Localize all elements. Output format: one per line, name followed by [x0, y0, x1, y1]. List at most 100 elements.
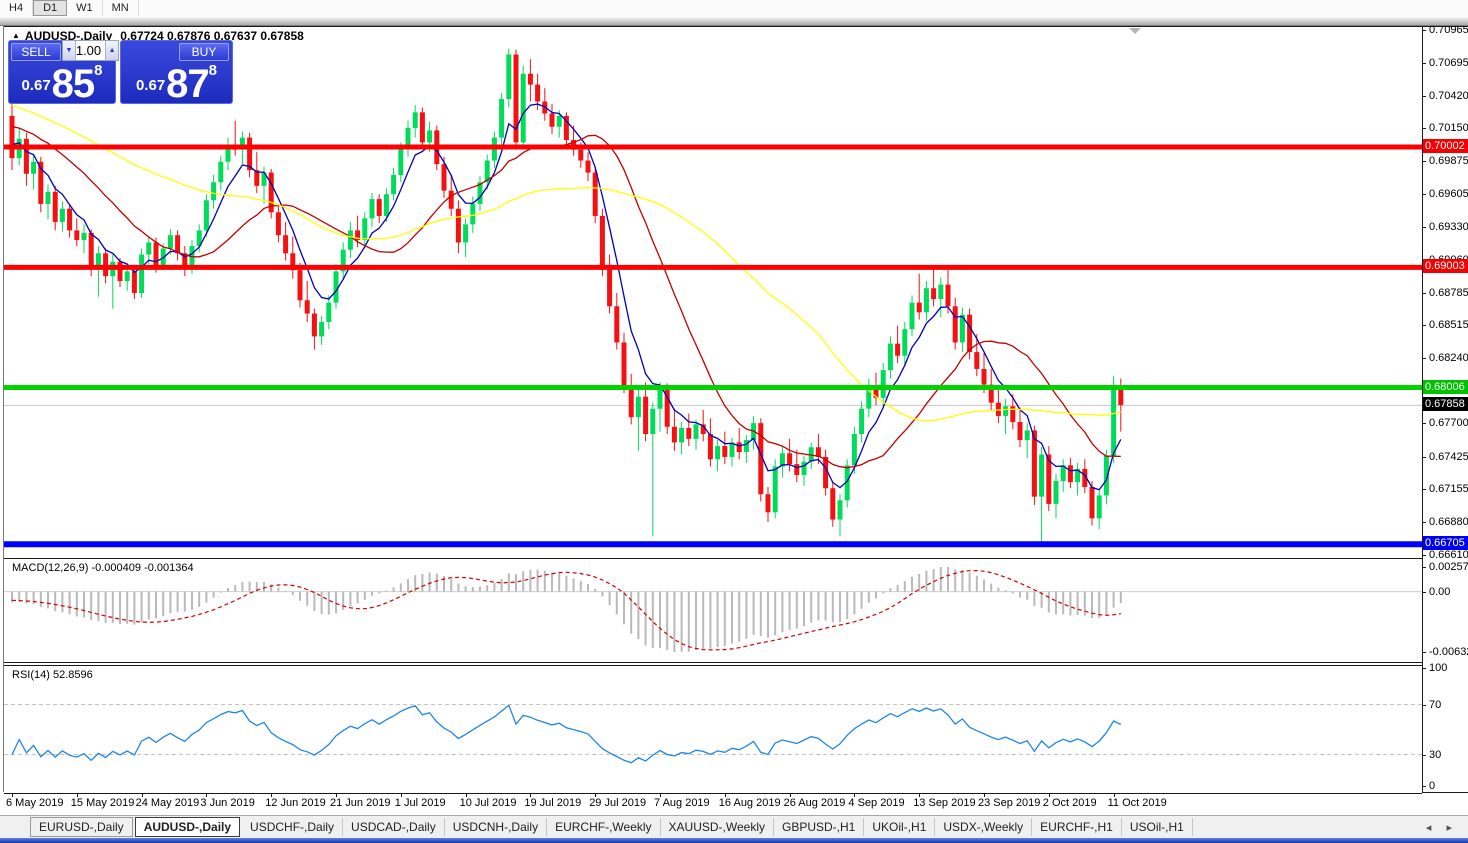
price-tick-label: 0.69330 — [1429, 220, 1468, 233]
date-label: 16 Aug 2019 — [718, 797, 781, 809]
date-label: 11 Oct 2019 — [1107, 797, 1167, 809]
price-chart-canvas[interactable] — [4, 27, 1422, 558]
date-tick-mark — [919, 793, 921, 797]
timeframe-button-mn[interactable]: MN — [103, 0, 139, 16]
date-label: 29 Jul 2019 — [589, 797, 647, 809]
price-tick-label: 0.67425 — [1429, 450, 1468, 463]
volume-spinner[interactable]: ▼ 1.00 ▲ — [62, 40, 119, 61]
axis-top-border — [1422, 26, 1468, 27]
timeframe-toolbar: H4 D1 W1 MN — [0, 0, 1468, 16]
chart-tab-eurchf-h1[interactable]: EURCHF-,H1 — [1032, 818, 1122, 836]
timeframe-button-h4[interactable]: H4 — [0, 0, 34, 16]
sell-button[interactable]: SELL — [11, 43, 61, 61]
chart-tab-usdx-weekly[interactable]: USDX-,Weekly — [935, 818, 1033, 836]
price-tick-mark — [1422, 456, 1426, 458]
buy-button[interactable]: BUY — [179, 43, 229, 61]
volume-field[interactable]: 1.00 — [75, 43, 102, 58]
price-badge-0.68006: 0.68006 — [1423, 379, 1468, 394]
price-axis[interactable]: 0.70965 0.70695 0.70420 0.70150 0.69875 0.696… — [1422, 0, 1468, 843]
chart-tab-xauusd-weekly[interactable]: XAUUSD-,Weekly — [661, 818, 774, 836]
price-tick-mark — [1422, 193, 1426, 195]
rsi-tick-label: 0 — [1429, 780, 1436, 792]
rsi-tick-label: 30 — [1429, 748, 1442, 761]
date-tick-mark — [530, 793, 532, 797]
macd-tick-label: 0.00 — [1429, 585, 1451, 598]
chart-tab-eurusd-daily[interactable]: EURUSD-,Daily — [30, 817, 133, 837]
date-label: 3 Jun 2019 — [200, 797, 255, 809]
macd-histogram — [11, 567, 1122, 653]
price-badge-0.67858: 0.67858 — [1423, 397, 1468, 412]
volume-decrease-icon[interactable]: ▼ — [63, 41, 76, 60]
macd-signal-line — [11, 569, 1121, 651]
chart-tab-ukoil-h1[interactable]: UKOil-,H1 — [864, 818, 936, 836]
date-label: 6 May 2019 — [6, 797, 64, 809]
date-tick-mark — [1048, 793, 1050, 797]
date-label: 26 Aug 2019 — [783, 797, 846, 809]
rsi-tick-label: 100 — [1429, 662, 1448, 674]
window-collapse-icon[interactable]: ▲ — [12, 31, 20, 40]
rsi-canvas[interactable] — [4, 666, 1422, 793]
sell-price: 0.67 85 8 — [9, 61, 115, 107]
price-tick-mark — [1422, 161, 1426, 163]
date-label: 12 Jun 2019 — [265, 797, 326, 809]
date-label: 19 Jul 2019 — [524, 797, 582, 809]
price-tick-label: 0.70965 — [1429, 24, 1468, 36]
date-label: 24 May 2019 — [135, 797, 200, 809]
date-tick-mark — [789, 793, 791, 797]
price-tick-label: 0.68240 — [1429, 352, 1468, 365]
price-tick-mark — [1422, 226, 1426, 228]
chart-tab-gbpusd-h1[interactable]: GBPUSD-,H1 — [774, 818, 865, 836]
price-chart-pane[interactable] — [4, 26, 1422, 559]
macd-canvas[interactable] — [4, 559, 1422, 662]
ma-slow-line — [11, 104, 1121, 422]
date-tick-mark — [724, 793, 726, 797]
volume-increase-icon[interactable]: ▲ — [105, 41, 118, 60]
price-tick-label: 0.69605 — [1429, 187, 1468, 200]
timeframe-button-w1[interactable]: W1 — [67, 0, 103, 16]
chart-tab-usdcad-daily[interactable]: USDCAD-,Daily — [343, 818, 445, 836]
rsi-tick-mark — [1422, 668, 1426, 669]
chart-shift-marker-icon[interactable] — [1129, 28, 1141, 34]
price-badge-0.69003: 0.69003 — [1423, 259, 1468, 274]
chart-tab-usoil-h1[interactable]: USOil-,H1 — [1122, 818, 1193, 836]
macd-label: MACD(12,26,9) -0.000409 -0.001364 — [12, 562, 194, 574]
date-tick-mark — [1113, 793, 1115, 797]
chart-tab-bar[interactable]: EURUSD-,Daily AUDUSD-,Daily USDCHF-,Daily U… — [0, 815, 1468, 838]
chart-tab-audusd-daily[interactable]: AUDUSD-,Daily — [134, 817, 241, 837]
date-tick-mark — [141, 793, 143, 797]
date-label: 13 Sep 2019 — [913, 797, 976, 809]
price-badge-0.70002: 0.70002 — [1423, 139, 1468, 154]
ohlc-values: 0.67724 0.67876 0.67637 0.67858 — [120, 29, 304, 43]
date-tick-mark — [76, 793, 78, 797]
date-label: 23 Sep 2019 — [978, 797, 1041, 809]
price-tick-mark — [1422, 62, 1426, 64]
price-tick-label: 0.68515 — [1429, 319, 1468, 332]
date-tick-mark — [465, 793, 467, 797]
date-tick-mark — [400, 793, 402, 797]
date-label: 21 Jun 2019 — [330, 797, 391, 809]
macd-tick-mark — [1422, 567, 1426, 568]
buy-price-prefix: 0.67 — [135, 77, 166, 94]
price-tick-mark — [1422, 554, 1426, 556]
price-tick-mark — [1422, 128, 1426, 130]
window-top-border — [0, 17, 1468, 26]
buy-panel[interactable]: BUY 0.67 87 8 — [120, 40, 233, 104]
price-tick-mark — [1422, 489, 1426, 491]
macd-pane[interactable] — [4, 559, 1422, 663]
tab-scroll-arrows[interactable]: ◂ ▸ — [1425, 821, 1458, 834]
date-tick-mark — [206, 793, 208, 797]
date-label: 15 May 2019 — [70, 797, 135, 809]
chart-tab-eurchf-weekly[interactable]: EURCHF-,Weekly — [547, 818, 661, 836]
chart-tab-usdchf-daily[interactable]: USDCHF-,Daily — [242, 818, 344, 836]
rsi-pane[interactable] — [4, 665, 1422, 794]
chart-tab-usdcnh-daily[interactable]: USDCNH-,Daily — [445, 818, 548, 836]
date-label: 4 Sep 2019 — [848, 797, 905, 809]
price-tick-label: 0.66610 — [1429, 548, 1468, 561]
price-tick-label: 0.70150 — [1429, 122, 1468, 135]
price-tick-mark — [1422, 423, 1426, 425]
window-left-border — [3, 26, 4, 792]
timeframe-button-d1[interactable]: D1 — [33, 0, 68, 16]
sell-price-big: 85 — [51, 62, 95, 107]
one-click-trading-panel[interactable]: SELL 0.67 85 8 BUY 0.67 87 8 ▼ 1.00 ▲ — [8, 40, 233, 104]
rsi-tick-label: 70 — [1429, 698, 1442, 711]
